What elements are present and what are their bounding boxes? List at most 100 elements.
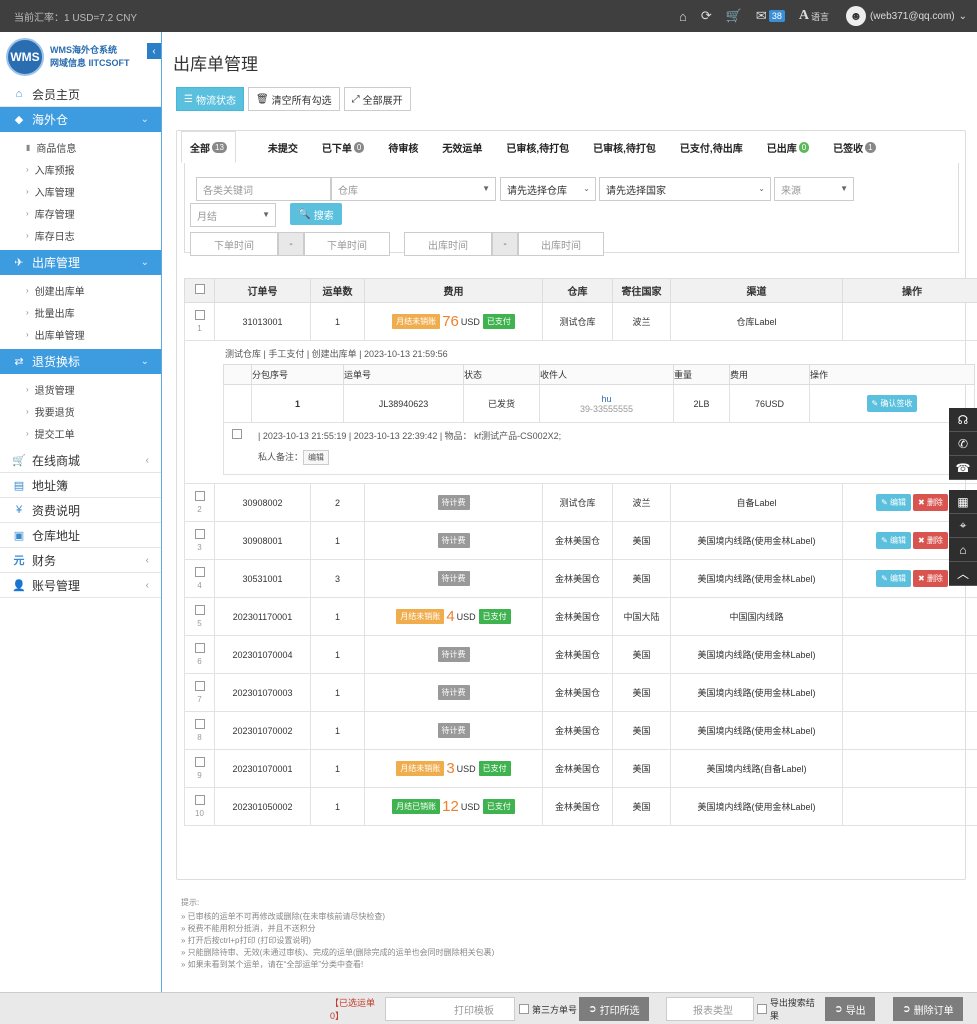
tab-ordered[interactable]: 已下单 0 <box>310 131 376 163</box>
sidebar-item-home[interactable]: ⌂ 会员主页 <box>0 82 161 107</box>
sidebar-item-account[interactable]: 👤 账号管理 ‹ <box>0 573 161 598</box>
expand-all-button[interactable]: ⤢ 全部展开 <box>343 87 411 111</box>
settlement-tag: 月结未销账 <box>396 609 445 624</box>
yen-icon: ¥ <box>15 504 23 516</box>
sidebar-item-shop[interactable]: 🛒 在线商城 ‹ <box>0 448 161 473</box>
sidebar-item-outbound-orders[interactable]: › 出库单管理 <box>26 329 85 342</box>
calculator-icon[interactable]: ▦ <box>949 490 977 514</box>
sidebar-item-batch-outbound[interactable]: › 批量出库 <box>26 307 75 320</box>
chevron-right-icon: › <box>26 208 29 218</box>
location-icon[interactable]: ⌖ <box>949 514 977 538</box>
country: 波兰 <box>612 302 671 341</box>
clear-selection-button[interactable]: 🗑 清空所有勾选 <box>247 87 340 111</box>
user-menu[interactable]: ☻ (web371@qq.com) ⌄ <box>836 6 977 26</box>
language-button[interactable]: A 语言 <box>798 8 829 23</box>
channel: 美国境内线路(使用金林Label) <box>670 635 843 674</box>
row-checkbox[interactable] <box>194 681 205 691</box>
package-checkbox[interactable] <box>232 429 242 439</box>
logistics-status-button[interactable]: ☰ 物流状态 <box>176 87 244 111</box>
delete-orders-button[interactable]: ➲ 删除订单 <box>893 997 963 1021</box>
phone-icon[interactable]: ☎ <box>949 456 977 480</box>
export-search-checkbox-wrap[interactable]: 导出搜索结果 <box>757 997 823 1021</box>
delete-button[interactable]: ✖ 删除 <box>913 494 948 511</box>
scroll-top-icon[interactable]: ︿ <box>949 562 977 586</box>
delete-button[interactable]: ✖ 删除 <box>913 532 948 549</box>
row-checkbox[interactable] <box>194 605 205 615</box>
message-button[interactable]: ✉ 38 <box>749 0 792 32</box>
outbound-time-start[interactable]: 出库时间 <box>404 232 492 256</box>
sidebar-item-inbound[interactable]: › 入库管理 <box>26 186 75 199</box>
row-checkbox[interactable] <box>194 310 205 320</box>
tab-all[interactable]: 全部 13 <box>181 131 236 163</box>
sidebar-item-returns[interactable]: ⇄ 退货换标 ⌄ <box>0 349 161 374</box>
edit-button[interactable]: ✎ 编辑 <box>876 570 911 587</box>
keyword-input[interactable]: 各类关键词 <box>196 177 331 201</box>
order-time-start[interactable]: 下单时间 <box>190 232 278 256</box>
collapse-sidebar-button[interactable]: ‹ <box>147 43 161 59</box>
third-party-checkbox[interactable] <box>519 1004 529 1014</box>
source-select[interactable]: 来源 ▼ <box>774 177 854 201</box>
refresh-icon[interactable]: ⟳ <box>700 8 712 23</box>
waybill-link[interactable]: JL38940623 <box>343 384 464 423</box>
sidebar-item-create-outbound[interactable]: › 创建出库单 <box>26 285 85 298</box>
tab-shipped[interactable]: 已出库 0 <box>755 131 821 163</box>
sidebar-item-warehouse-address[interactable]: ▣ 仓库地址 <box>0 523 161 548</box>
print-template-select[interactable]: 打印模板 <box>385 997 515 1021</box>
tab-pending-review[interactable]: 待审核 <box>388 143 419 155</box>
sidebar-item-request-return[interactable]: › 我要退货 <box>26 406 75 419</box>
confirm-receipt-button[interactable]: ✎ 确认签收 <box>866 395 918 412</box>
tab-unsubmitted[interactable]: 未提交 <box>267 143 298 155</box>
tab-reviewed-packing[interactable]: 已审核,待打包 <box>506 143 570 155</box>
row-checkbox[interactable] <box>194 757 205 767</box>
cart-icon[interactable]: 🛒 <box>725 8 742 23</box>
edit-button[interactable]: ✎ 编辑 <box>876 532 911 549</box>
sidebar-item-overseas[interactable]: ◆ 海外仓 ⌄ <box>0 107 161 132</box>
sidebar-item-inventory[interactable]: › 库存管理 <box>26 208 75 221</box>
row-checkbox[interactable] <box>194 567 205 577</box>
select-all-checkbox[interactable] <box>194 284 205 294</box>
tab-paid-awaiting[interactable]: 已支付,待出库 <box>679 143 743 155</box>
row-checkbox[interactable] <box>194 491 205 501</box>
edit-button[interactable]: ✎ 编辑 <box>876 494 911 511</box>
sidebar-item-products[interactable]: ▮ 商品信息 <box>26 142 77 155</box>
house-icon[interactable]: ⌂ <box>949 538 977 562</box>
sidebar-item-address-book[interactable]: ▤ 地址簿 <box>0 473 161 498</box>
row-checkbox[interactable] <box>194 643 205 653</box>
order-time-end[interactable]: 下单时间 <box>304 232 390 256</box>
row-checkbox[interactable] <box>194 795 205 805</box>
row-select-cell: 4 <box>184 559 215 598</box>
row-checkbox[interactable] <box>194 529 205 539</box>
select-country-dropdown[interactable]: 请先选择国家 ⌄ <box>599 177 771 201</box>
fee-cell: 月结已销账 12 USD 已支付 <box>364 787 543 826</box>
row-checkbox[interactable] <box>194 719 205 729</box>
export-button[interactable]: ➲ 导出 <box>825 997 875 1021</box>
sidebar-item-outbound[interactable]: ✈ 出库管理 ⌄ <box>0 250 161 275</box>
tab-signed[interactable]: 已签收 1 <box>821 131 887 163</box>
tab-invalid[interactable]: 无效运单 <box>442 143 483 155</box>
report-type-select[interactable]: 报表类型 <box>666 997 754 1021</box>
sidebar-item-inbound-forecast[interactable]: › 入库预报 <box>26 164 75 177</box>
outbound-time-end[interactable]: 出库时间 <box>518 232 604 256</box>
export-search-checkbox[interactable] <box>757 1004 767 1014</box>
chevron-right-icon: › <box>26 329 29 339</box>
home-icon[interactable]: ⌂ <box>678 8 687 24</box>
wechat-icon[interactable]: ✆ <box>949 432 977 456</box>
third-party-checkbox-wrap[interactable]: 第三方单号 <box>519 997 577 1021</box>
order-no: 202301170001 <box>214 597 311 636</box>
sidebar-item-pricing[interactable]: ¥ 资费说明 <box>0 498 161 523</box>
settlement-select[interactable]: 月结 ▼ <box>190 203 276 227</box>
select-warehouse-dropdown[interactable]: 请先选择仓库 ⌄ <box>500 177 596 201</box>
delete-button[interactable]: ✖ 删除 <box>913 570 948 587</box>
print-selected-button[interactable]: ➲ 打印所选 <box>579 997 649 1021</box>
sidebar-item-ticket[interactable]: › 提交工单 <box>26 428 75 441</box>
sidebar-item-inventory-log[interactable]: › 库存日志 <box>26 230 75 243</box>
warehouse-select[interactable]: 仓库 ▼ <box>331 177 496 201</box>
sidebar-item-return-manage[interactable]: › 退货管理 <box>26 384 75 397</box>
fee-amount: 12 <box>442 798 459 815</box>
tab-reviewed-packing-2[interactable]: 已审核,待打包 <box>593 143 656 155</box>
export-icon: ➲ <box>834 1003 843 1015</box>
search-button[interactable]: 🔍 搜索 <box>290 203 342 225</box>
support-icon[interactable]: ☊ <box>949 408 977 432</box>
sidebar-item-finance[interactable]: 元财务 ‹ <box>0 548 161 573</box>
edit-note-button[interactable]: 编辑 <box>303 450 330 465</box>
